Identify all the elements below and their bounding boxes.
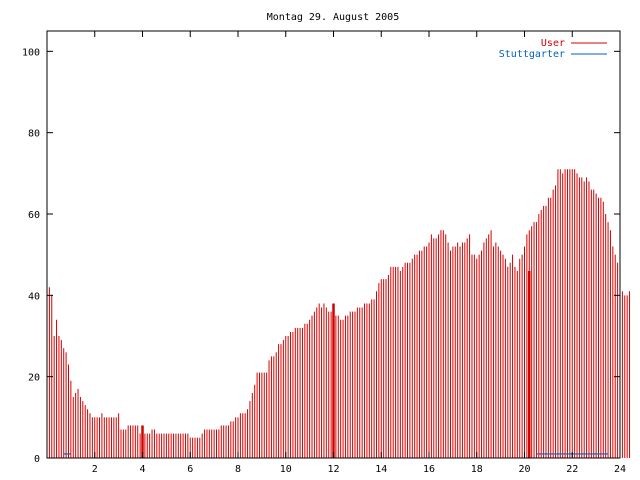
x-tick-label: 16 <box>423 464 435 475</box>
x-tick-label: 14 <box>375 464 387 475</box>
legend: User Stuttgarter <box>499 38 607 60</box>
x-tick-label: 10 <box>280 464 292 475</box>
legend-label-stuttgarter: Stuttgarter <box>499 49 565 60</box>
y-tick-label: 0 <box>34 454 40 465</box>
bars-layer <box>46 169 631 458</box>
y-tick-label: 80 <box>28 129 40 140</box>
x-tick-label: 6 <box>187 464 193 475</box>
chart-title: Montag 29. August 2005 <box>267 12 399 23</box>
x-axis: 2 4 6 8 10 12 14 16 18 20 22 24 <box>92 31 626 475</box>
y-tick-label: 40 <box>28 291 40 302</box>
y-axis: 0 20 40 60 80 100 <box>22 47 620 465</box>
x-tick-label: 2 <box>92 464 98 475</box>
x-tick-label: 24 <box>614 464 626 475</box>
y-tick-label: 20 <box>28 373 40 384</box>
y-tick-label: 100 <box>22 47 40 58</box>
x-tick-label: 22 <box>566 464 578 475</box>
x-tick-label: 8 <box>235 464 241 475</box>
x-tick-label: 4 <box>139 464 145 475</box>
x-tick-label: 20 <box>518 464 530 475</box>
legend-label-user: User <box>541 38 565 49</box>
y-tick-label: 60 <box>28 210 40 221</box>
x-tick-label: 18 <box>471 464 483 475</box>
x-tick-label: 12 <box>327 464 339 475</box>
